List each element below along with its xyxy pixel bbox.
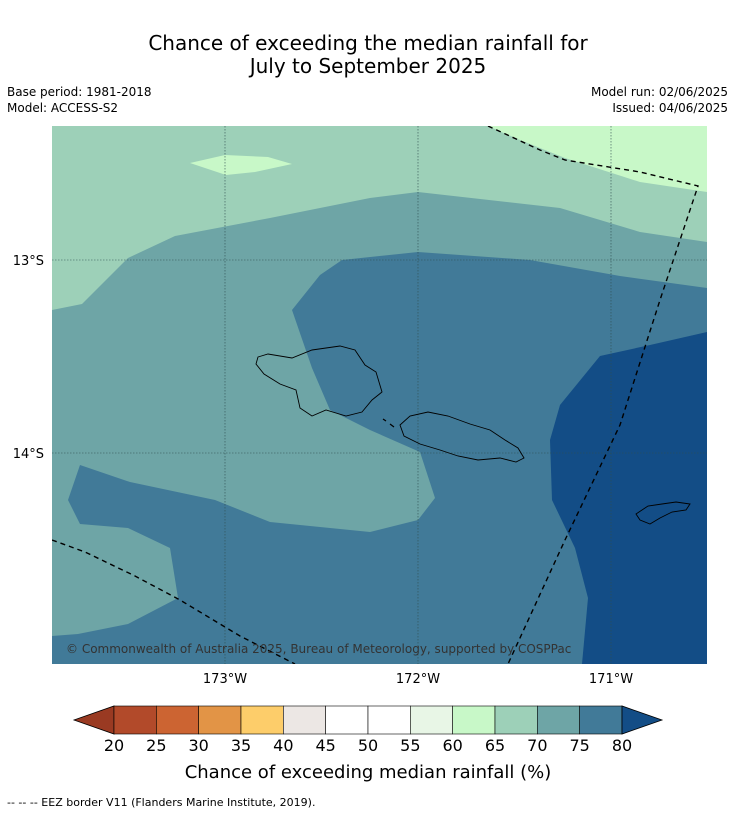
band-75-80	[52, 252, 707, 664]
band-above-80	[550, 332, 707, 664]
colorbar-tick-label: 75	[569, 736, 589, 755]
graticule	[52, 126, 707, 664]
colorbar-segment	[410, 705, 453, 735]
base-period: Base period: 1981-2018	[7, 85, 152, 99]
colorbar-tick-label: 30	[188, 736, 208, 755]
colorbar-segment	[198, 705, 242, 735]
colorbar-tick-label: 25	[146, 736, 166, 755]
colorbar-title: Chance of exceeding median rainfall (%)	[185, 762, 552, 783]
colorbar-tick-label: 35	[231, 736, 251, 755]
colorbar-under-triangle	[72, 705, 115, 735]
lon-label-172w: 172°W	[396, 672, 440, 687]
colorbar-segment	[452, 705, 496, 735]
band-60-65-patch	[190, 155, 292, 175]
eez-footnote: -- -- -- EEZ border V11 (Flanders Marine…	[7, 796, 316, 809]
colorbar-segment	[537, 705, 580, 735]
lat-label-13s: 13°S	[13, 254, 44, 269]
colorbar-segment	[113, 705, 157, 735]
colorbar-tick-label: 65	[485, 736, 505, 755]
probability-field: © Commonwealth of Australia 2025, Bureau…	[52, 126, 707, 664]
lon-label-173w: 173°W	[203, 672, 247, 687]
chart-title-line2: July to September 2025	[249, 54, 487, 78]
colorbar-tick-label: 80	[612, 736, 632, 755]
eez-border-southwest	[52, 539, 296, 664]
colorbar-tick-label: 55	[400, 736, 420, 755]
island-upolu	[399, 411, 525, 463]
colorbar-tick-label: 50	[358, 736, 378, 755]
colorbar-segment	[367, 705, 411, 735]
island-manono	[382, 418, 387, 422]
colorbar-tick-label: 40	[273, 736, 293, 755]
colorbar-segment	[579, 705, 623, 735]
colorbar-over-triangle	[621, 705, 664, 735]
island-savaii	[255, 345, 383, 417]
colorbar-segment	[240, 705, 284, 735]
colorbar-segment	[283, 705, 326, 735]
band-65-70-north	[52, 126, 707, 310]
model-run-date: Model run: 02/06/2025	[590, 85, 728, 99]
lon-label-171w: 171°W	[589, 672, 633, 687]
copyright-text: © Commonwealth of Australia 2025, Bureau…	[66, 642, 571, 656]
colorbar-tick-label: 20	[104, 736, 124, 755]
colorbar-tick-label: 45	[315, 736, 335, 755]
colorbar-segment	[156, 705, 199, 735]
colorbar-tick-label: 60	[442, 736, 462, 755]
chart-title-line1: Chance of exceeding the median rainfall …	[148, 31, 588, 55]
island-apolima	[389, 423, 395, 428]
eez-border-east	[487, 126, 699, 664]
island-tutuila	[635, 501, 691, 525]
colorbar-segment	[494, 705, 538, 735]
lat-label-14s: 14°S	[13, 447, 44, 462]
colorbar: 20 25 30 35 40 45 50 55 60 65 70 75 80	[72, 705, 664, 755]
colorbar-tick-label: 70	[527, 736, 547, 755]
issued-date: Issued: 04/06/2025	[612, 101, 728, 115]
model-name: Model: ACCESS-S2	[7, 101, 119, 115]
colorbar-segment	[325, 705, 369, 735]
